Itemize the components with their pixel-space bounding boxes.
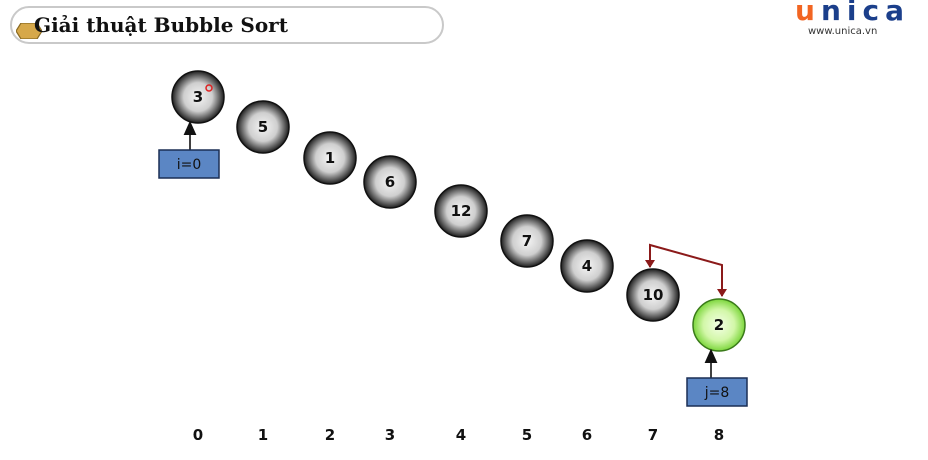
ball-circle [560, 239, 614, 293]
title-bar [10, 6, 444, 44]
page-title: Giải thuật Bubble Sort [34, 13, 288, 37]
ball-value: 7 [522, 232, 532, 250]
ball-circle [303, 131, 357, 185]
logo-wordmark: unica [795, 0, 910, 27]
pointer-j: j=8 [686, 348, 748, 407]
index-label: 0 [193, 426, 203, 444]
index-label: 5 [522, 426, 532, 444]
index-label: 7 [648, 426, 658, 444]
ball-value: 4 [582, 257, 592, 275]
pointer-label: i=0 [177, 157, 202, 173]
index-label: 1 [258, 426, 268, 444]
ball-circle [626, 268, 680, 322]
index-label: 3 [385, 426, 395, 444]
index-label: 2 [325, 426, 335, 444]
swap-arrow [645, 243, 727, 297]
ball-value: 1 [325, 149, 335, 167]
pointer-i: i=0 [158, 120, 220, 179]
swap-arrowhead-right [717, 289, 727, 297]
ball-value: 2 [714, 316, 724, 334]
logo-url: www.unica.vn [808, 26, 878, 37]
ball-circle [236, 100, 290, 154]
ball-circle [434, 184, 488, 238]
swap-arrow-path [649, 243, 723, 296]
array-ball: 10 [626, 268, 680, 322]
ball-value: 12 [451, 202, 472, 220]
array-ball: 7 [500, 214, 554, 268]
array-ball: 6 [363, 155, 417, 209]
ball-value: 6 [385, 173, 395, 191]
hexagon-icon [16, 23, 42, 39]
ball-circle [500, 214, 554, 268]
pointer-label: j=8 [704, 385, 730, 401]
array-ball: 4 [560, 239, 614, 293]
index-label: 4 [456, 426, 466, 444]
array-ball: 5 [236, 100, 290, 154]
ball-value: 5 [258, 118, 268, 136]
ball-value: 10 [643, 286, 664, 304]
ball-circle [692, 298, 746, 352]
index-label: 6 [582, 426, 592, 444]
pointer-box [686, 377, 748, 407]
unica-logo: unica www.unica.vn [795, 0, 915, 40]
pointer-box [158, 149, 220, 179]
swap-arrowhead-left [645, 260, 655, 268]
ball-circle [363, 155, 417, 209]
array-ball-highlighted: 2 [692, 298, 746, 352]
ball-value: 3 [193, 88, 203, 106]
index-label: 8 [714, 426, 724, 444]
ball-circle [171, 70, 225, 124]
array-ball: 1 [303, 131, 357, 185]
cursor-dot [205, 84, 213, 92]
array-ball: 12 [434, 184, 488, 238]
array-ball: 3 [171, 70, 225, 124]
